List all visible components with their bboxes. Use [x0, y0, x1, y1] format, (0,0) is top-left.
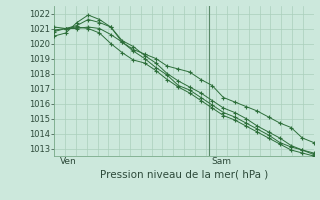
X-axis label: Pression niveau de la mer( hPa ): Pression niveau de la mer( hPa ) — [100, 170, 268, 180]
Text: Sam: Sam — [211, 158, 231, 166]
Text: Ven: Ven — [60, 158, 76, 166]
